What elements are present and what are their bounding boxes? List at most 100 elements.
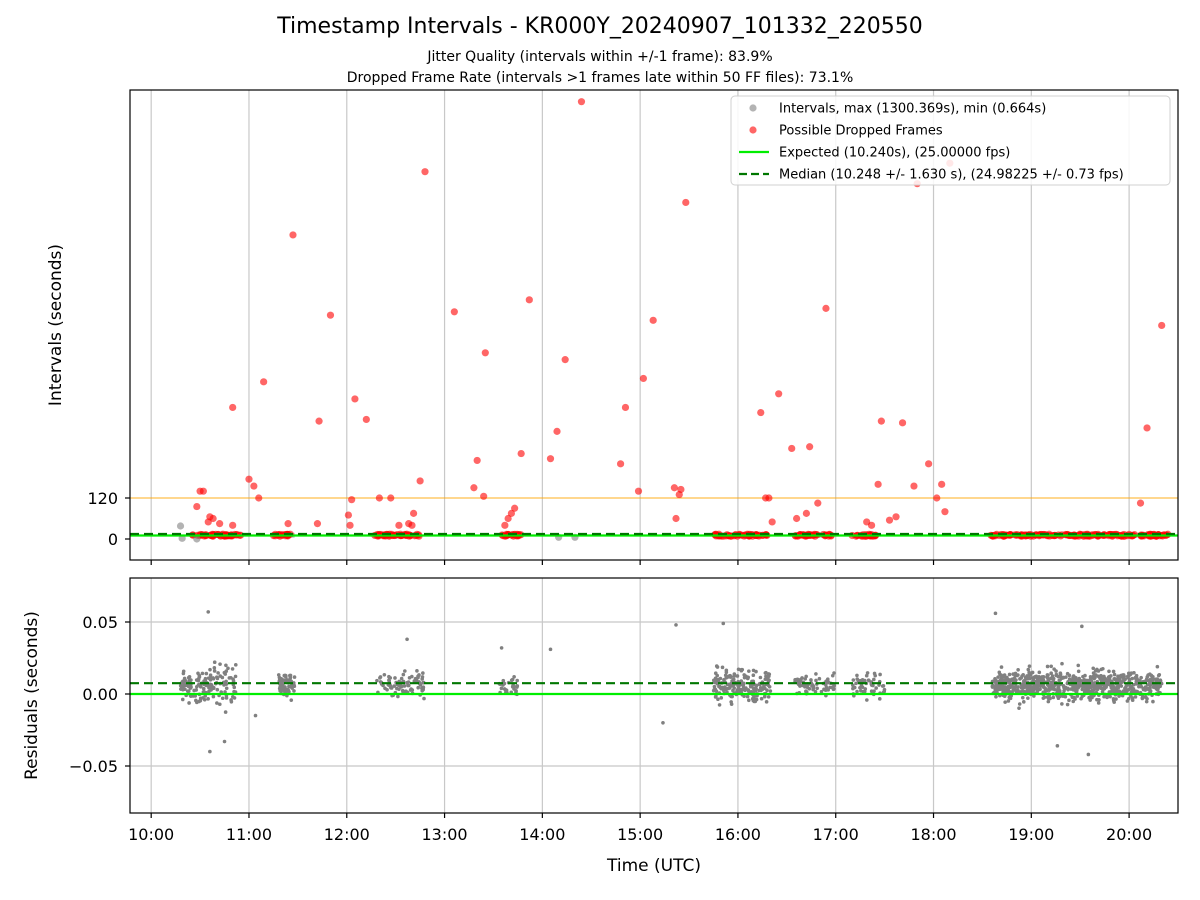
- residual-point: [1021, 673, 1025, 677]
- residual-point: [1123, 686, 1127, 691]
- residual-point: [1151, 699, 1155, 704]
- residual-point: [1141, 686, 1146, 691]
- residual-point: [185, 689, 190, 693]
- residual-point: [1114, 677, 1119, 682]
- residual-point: [736, 667, 741, 672]
- dropped-frame-point: [351, 395, 359, 403]
- residual-point: [548, 647, 553, 652]
- residual-point: [1102, 674, 1106, 679]
- residual-point: [1060, 661, 1064, 666]
- legend-marker: [749, 104, 757, 112]
- bottom-xtick-label: 20:00: [1106, 825, 1152, 844]
- dropped-frame-point: [877, 417, 885, 425]
- dropped-frame-point: [348, 496, 356, 504]
- residual-point: [416, 685, 420, 690]
- residual-point: [223, 690, 227, 694]
- residual-point: [762, 694, 767, 699]
- residual-point: [194, 688, 198, 692]
- residual-point: [214, 675, 219, 679]
- residual-point: [729, 694, 733, 699]
- residual-point: [292, 675, 297, 679]
- residual-point: [401, 672, 406, 677]
- residual-point: [817, 676, 822, 681]
- residual-point: [1100, 677, 1105, 682]
- residual-point: [397, 687, 401, 691]
- residual-point: [822, 687, 826, 692]
- residual-point: [1058, 678, 1062, 682]
- residual-point: [277, 686, 282, 691]
- residual-point: [741, 686, 746, 690]
- residual-point: [201, 686, 206, 691]
- residual-point: [196, 677, 201, 681]
- residual-point: [206, 676, 211, 680]
- bottom-y-axis-label: Residuals (seconds): [22, 611, 42, 780]
- dropped-frame-point: [677, 485, 685, 494]
- residual-point: [410, 674, 414, 679]
- residual-point: [1121, 676, 1126, 681]
- residual-point: [1094, 673, 1098, 677]
- residual-point: [831, 687, 836, 692]
- bottom-xtick-label: 18:00: [910, 825, 956, 844]
- dropped-frame-point: [473, 456, 481, 465]
- dropped-frame-point: [1136, 499, 1145, 507]
- residual-point: [1099, 686, 1103, 690]
- residual-point: [1095, 667, 1099, 672]
- residual-point: [1129, 694, 1133, 698]
- top-plot-frame: [129, 89, 1179, 561]
- residual-point: [1088, 685, 1092, 689]
- residual-point: [1144, 699, 1149, 704]
- residual-point: [1093, 685, 1097, 690]
- residual-point: [674, 623, 678, 627]
- residual-point: [1018, 677, 1022, 681]
- residual-point: [717, 703, 722, 707]
- dropped-frame-point: [470, 484, 478, 492]
- residual-point: [732, 674, 737, 678]
- bottom-xtick-label: 19:00: [1008, 825, 1054, 844]
- residual-point: [1055, 744, 1060, 748]
- dropped-frame-point: [806, 443, 814, 451]
- residual-point: [400, 688, 405, 693]
- residual-point: [1112, 672, 1117, 677]
- residual-point: [204, 671, 209, 676]
- residual-point: [1107, 669, 1111, 674]
- residual-point: [200, 671, 205, 676]
- residual-point: [211, 676, 215, 680]
- dropped-frame-point: [765, 494, 773, 502]
- residual-point: [512, 687, 516, 691]
- residual-point: [759, 688, 763, 693]
- residual-point: [862, 678, 867, 683]
- dropped-frame-point: [546, 455, 555, 463]
- residual-point: [1022, 685, 1026, 690]
- residual-point: [735, 689, 739, 694]
- residual-point: [180, 697, 185, 702]
- residual-point: [762, 686, 767, 691]
- dropped-frame-point: [910, 482, 918, 490]
- residual-point: [1016, 673, 1020, 677]
- dropped-frame-point: [315, 417, 323, 425]
- residual-point: [768, 689, 773, 693]
- residual-point: [1022, 683, 1027, 687]
- bottom-xtick-label: 14:00: [519, 825, 565, 844]
- residual-point: [1095, 697, 1099, 702]
- residual-point: [766, 676, 770, 681]
- residual-point: [1021, 679, 1026, 684]
- residual-point: [739, 667, 744, 672]
- residual-point: [1054, 669, 1058, 673]
- residual-point: [747, 698, 751, 703]
- residual-point: [184, 683, 188, 688]
- residual-point: [862, 689, 867, 694]
- residual-point: [1030, 676, 1035, 680]
- residual-point: [751, 673, 756, 678]
- residual-point: [993, 677, 997, 681]
- residual-point: [764, 700, 769, 704]
- residual-point: [754, 683, 759, 688]
- residual-point: [754, 669, 758, 674]
- dropped-frame-point: [387, 494, 395, 502]
- dropped-frame-point: [672, 514, 680, 523]
- residual-point: [1144, 677, 1149, 681]
- top-y-axis-label: Intervals (seconds): [46, 244, 66, 406]
- dropped-frame-point: [1158, 321, 1166, 330]
- residual-point: [1116, 686, 1121, 690]
- residual-point: [409, 687, 413, 691]
- legend-label: Intervals, max (1300.369s), min (0.664s): [779, 102, 1046, 117]
